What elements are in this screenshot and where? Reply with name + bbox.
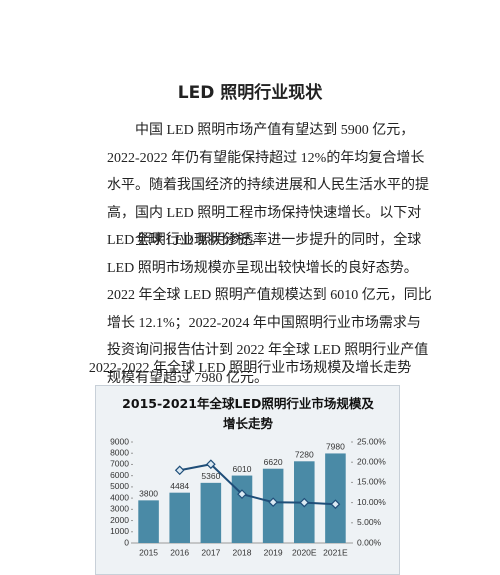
data-label: 3800 (139, 489, 158, 499)
bar (325, 453, 346, 543)
data-label: 5360 (201, 471, 220, 481)
y-tick-label: 5000 (110, 481, 129, 491)
y-tick-label: 7000 (110, 459, 129, 469)
y2-tick-label: 25.00% (357, 436, 386, 446)
line-marker (237, 489, 247, 499)
x-tick-label: 2021E (323, 547, 348, 557)
y2-tick-label: 15.00% (357, 477, 386, 487)
y-tick-label: 6000 (110, 470, 129, 480)
y-tick-label: 0 (124, 537, 129, 547)
paragraph: 全球 LED 照明渗透率进一步提升的同时，全球 LED 照明市场规模亦呈现出较快… (107, 233, 432, 386)
y2-tick-label: 10.00% (357, 497, 386, 507)
chart: 2015-2021年全球LED照明行业市场规模及增长走势 0 1000 2000 30… (95, 385, 400, 575)
bar (200, 482, 222, 543)
line-marker (330, 499, 341, 510)
y2-tick-label: 20.00% (357, 456, 386, 466)
data-label: 6010 (233, 464, 252, 474)
data-label: 6620 (264, 457, 283, 467)
line-marker (268, 497, 278, 508)
data-label: 4484 (170, 481, 189, 491)
line-marker (206, 459, 216, 470)
y-tick-label: 4000 (110, 492, 129, 502)
y-tick-label: 3000 (110, 504, 129, 514)
data-label: 7280 (295, 450, 314, 460)
chart-title: 2015-2021年全球LED照明行业市场规模及增长走势 (122, 396, 374, 431)
y2-tick-label: 5.00% (357, 517, 382, 527)
y2-tick-label: 0.00% (357, 537, 382, 547)
bar (169, 492, 190, 543)
line-marker (299, 497, 310, 508)
paragraph: 中国 LED 照明市场产值有望达到 5900 亿元，2022-2022 年仍有望… (107, 123, 429, 248)
x-tick-label: 2020E (292, 547, 317, 557)
doc-title: LED 照明行业现状 (177, 83, 323, 103)
x-tick-label: 2016 (170, 547, 189, 557)
y-tick-label: 1000 (110, 526, 129, 536)
x-tick-label: 2019 (264, 547, 283, 557)
bar (231, 475, 253, 543)
line-marker (174, 465, 185, 476)
y-tick-label: 8000 (110, 447, 129, 457)
data-label: 7980 (326, 442, 345, 452)
bar (138, 500, 159, 543)
line (179, 463, 336, 506)
x-tick-label: 2015 (139, 547, 158, 557)
caption: 2022-2022 年全球 LED 照明行业市场规模及增长走势 (88, 361, 412, 376)
x-tick-label: 2018 (233, 547, 252, 557)
x-tick-label: 2017 (201, 547, 220, 557)
y-tick-label: 2000 (110, 515, 129, 525)
y-tick-label: 9000 (110, 436, 129, 446)
